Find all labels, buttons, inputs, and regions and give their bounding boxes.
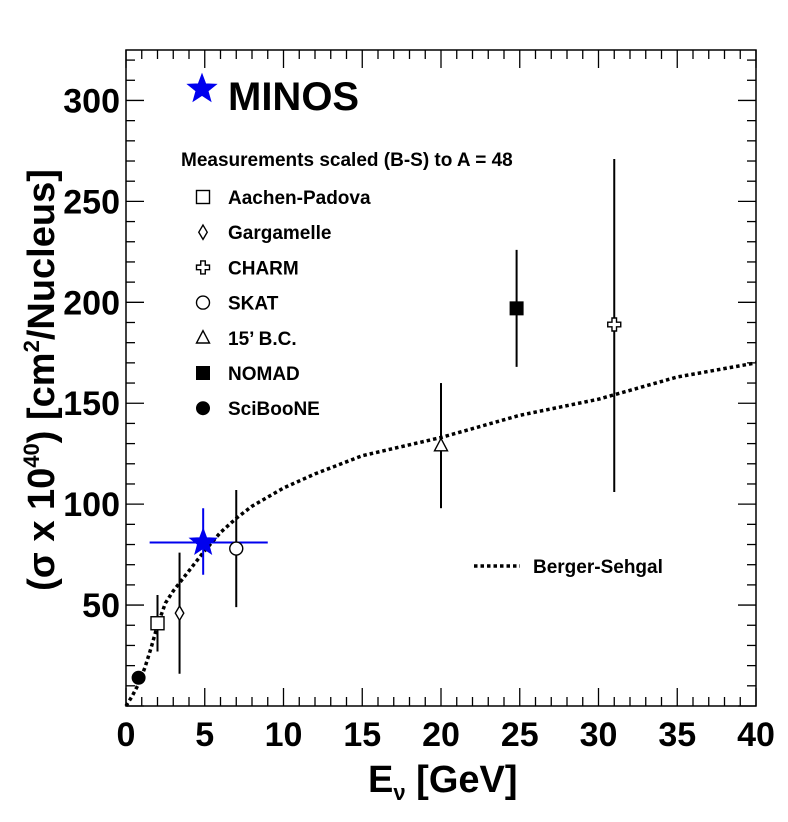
y-axis-title-sup2: 2 <box>19 340 44 352</box>
minos-label: MINOS <box>228 75 359 119</box>
x-tick-label: 35 <box>658 716 696 754</box>
y-tick-label: 300 <box>63 82 120 120</box>
legend-label-sciboone: SciBooNE <box>228 399 320 420</box>
legend-marker-nomad <box>196 366 210 380</box>
y-axis-title-mid: ) [cm <box>21 352 63 443</box>
legend-label-gargamelle: Gargamelle <box>228 223 332 244</box>
y-tick-label: 200 <box>63 284 120 322</box>
minos-star-icon <box>186 72 218 103</box>
y-axis-title-pre: (σ x 10 <box>21 468 63 591</box>
axis-ticks <box>125 50 757 707</box>
nomad-point <box>509 301 524 316</box>
x-tick-label: 5 <box>195 716 214 754</box>
minos-point <box>188 527 218 555</box>
x-tick-label: 0 <box>117 716 136 754</box>
y-axis-title-post: /Nucleus] <box>21 169 63 340</box>
minos-star-shape <box>186 72 218 103</box>
y-tick-label: 250 <box>63 183 120 221</box>
legend-marker-skat <box>195 295 211 310</box>
x-axis-title: Eν [GeV] <box>368 759 518 805</box>
gargamelle-point <box>174 604 185 622</box>
x-tick-label: 30 <box>580 716 618 754</box>
x-tick-label: 40 <box>737 716 775 754</box>
x-axis-title-sub: ν <box>393 780 405 805</box>
legend-label-skat: SKAT <box>228 294 279 315</box>
skat-point <box>229 541 244 556</box>
legend-entries: Aachen-Padova Gargamelle CHARM SKAT 15’ B.C.… <box>195 188 371 420</box>
legend-marker-sciboone <box>196 401 210 416</box>
15-b-c-point <box>433 436 449 452</box>
legend-marker-charm <box>195 260 211 275</box>
data-layer <box>131 158 622 685</box>
legend-header: Measurements scaled (B-S) to A = 48 <box>181 150 513 171</box>
charm-point <box>607 317 622 332</box>
x-tick-label: 25 <box>501 716 539 754</box>
y-axis-title-sup1: 40 <box>19 443 44 467</box>
x-axis-title-rest: [GeV] <box>406 759 518 801</box>
sciboone-point <box>131 670 146 685</box>
legend-marker-15-b-c <box>195 329 211 344</box>
plot-frame <box>125 49 757 707</box>
x-tick-label: 20 <box>422 716 460 754</box>
y-axis-title: (σ x 1040) [cm2/Nucleus] <box>19 169 63 591</box>
aachen-padova-point <box>150 616 165 631</box>
y-tick-label: 150 <box>63 385 120 423</box>
x-tick-label: 15 <box>343 716 381 754</box>
x-tick-label: 10 <box>265 716 303 754</box>
curve-legend-label: Berger-Sehgal <box>533 557 663 578</box>
legend-marker-gargamelle <box>197 223 209 241</box>
legend-marker-aachen-padova <box>195 189 211 205</box>
minos-legend: MINOS <box>186 72 359 119</box>
legend: Measurements scaled (B-S) to A = 48 Aach… <box>181 150 513 420</box>
legend-label-nomad: NOMAD <box>228 364 300 385</box>
curve-legend: Berger-Sehgal <box>474 557 663 578</box>
legend-label-15-b-c: 15’ B.C. <box>228 329 297 350</box>
y-tick-label: 100 <box>63 486 120 524</box>
legend-label-aachen-padova: Aachen-Padova <box>228 188 371 209</box>
y-tick-label: 50 <box>82 587 120 625</box>
x-axis-title-main: E <box>368 759 393 801</box>
legend-label-charm: CHARM <box>228 258 299 279</box>
tick-labels: 0 5 10 15 20 25 30 35 40 50 100 150 200 250 300 <box>63 82 775 754</box>
